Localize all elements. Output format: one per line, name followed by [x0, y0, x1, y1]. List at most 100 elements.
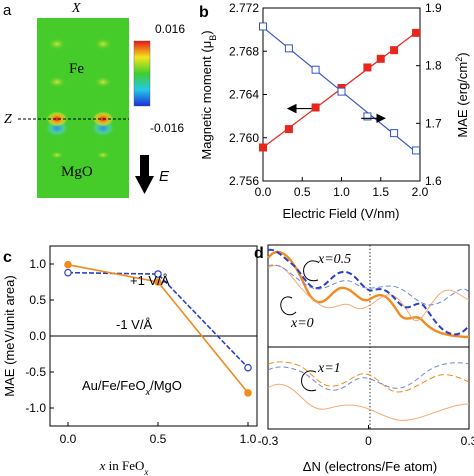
panel-d-label: d: [254, 245, 264, 262]
b-point: [412, 146, 421, 155]
annotation-hook: [301, 370, 317, 392]
annotation-x-0-5: x=0.5: [317, 252, 351, 267]
b-x-tick-label: 0.5: [294, 185, 311, 199]
fe-blob: [94, 38, 112, 50]
c-y-tick-label: 1.0: [29, 257, 46, 271]
curve-x05-thin-orange: [267, 264, 470, 322]
b-y-tick-label: 2.764: [229, 88, 259, 102]
b-x-tick-label: 2.0: [412, 185, 429, 199]
b-x-tick-label: 0.0: [255, 185, 272, 199]
colorbar-max: 0.016: [155, 22, 185, 36]
d-x-axis: -0.3 0 0.3: [258, 425, 474, 448]
curve-x05-thick-blue: [267, 248, 470, 336]
c-point: [244, 389, 252, 397]
panel-d: d x=0.5 x=0 x=1 -0.3 0 0.3 ΔN (electrons/F…: [254, 244, 474, 474]
c-y-tick-label: 0.0: [29, 329, 46, 343]
c-x-tick-label: 1.0: [240, 432, 257, 446]
curve-x1-blue-dashed: [267, 362, 470, 391]
annotation-hook: [280, 296, 297, 316]
c-y-tick-label: -0.5: [25, 365, 46, 379]
fe-blob: [96, 151, 110, 159]
b-point: [311, 103, 320, 112]
b-y2-axis: 1.6 1.7 1.8 1.9: [416, 1, 442, 188]
c-y-tick-label: -1.0: [25, 401, 46, 415]
fe-blob: [48, 76, 66, 88]
b-point: [284, 44, 293, 53]
annotation-x-1: x=1: [317, 361, 341, 376]
b-y-tick-label: 2.756: [229, 174, 259, 188]
panel-b: b 2.756 2.760 2.764 2.768 2.772 1.6 1.7 1.8 1.9…: [199, 1, 470, 221]
panel-b-label: b: [199, 4, 209, 21]
b-point: [363, 63, 372, 72]
b-x-axis: 0.0 0.5 1.0 1.5 2.0: [255, 177, 429, 199]
fe-blob: [48, 38, 66, 50]
z-direction-label: Z: [4, 112, 12, 127]
b-point: [390, 46, 399, 55]
b-y2-tick-label: 1.8: [425, 59, 442, 73]
colorbar-min: -0.016: [150, 121, 184, 135]
b-x-axis-title: Electric Field (V/nm): [282, 206, 399, 221]
c-x-axis: 0.0 0.5 1.0: [60, 422, 257, 446]
c-y-tick-label: 0.5: [29, 293, 46, 307]
b-y-tick-label: 2.772: [229, 1, 259, 15]
fe-blob: [50, 151, 64, 159]
b-point: [363, 112, 372, 121]
annotation-hook: [303, 260, 319, 282]
d-x-tick-label: 0.3: [461, 434, 474, 448]
c-point: [64, 268, 72, 277]
electric-field-arrow: [135, 155, 154, 194]
b-y2-axis-title: MAE (erg/cm2): [454, 52, 470, 137]
x-direction-label: X: [71, 1, 81, 16]
curve-x05-thin-blue: [267, 264, 470, 306]
b-arrows: [286, 103, 386, 124]
c-point: [244, 363, 252, 372]
panel-a-label: a: [3, 2, 12, 19]
annotation-x-0: x=0: [290, 316, 314, 331]
b-y-tick-label: 2.760: [229, 131, 259, 145]
electric-field-arrow-shaft: [140, 155, 149, 177]
c-y-axis-title: MAE (meV/unit area): [2, 275, 17, 396]
c-series-line-0: [67, 271, 249, 369]
panel-c-label: c: [3, 249, 12, 266]
b-point: [284, 125, 293, 134]
b-y-tick-label: 2.768: [229, 44, 259, 58]
b-y2-tick-label: 1.9: [425, 1, 442, 15]
c-structure-annotation: Au/Fe/FeOx/MgO: [82, 378, 182, 397]
b-x-tick-label: 1.5: [372, 185, 389, 199]
d-x-tick-label: -0.3: [258, 434, 279, 448]
c-legend: +1 V/Å -1 V/Å: [116, 273, 170, 332]
c-x-tick-label: 0.5: [150, 432, 167, 446]
b-y2-tick-label: 1.7: [425, 116, 442, 130]
curve-x1-orange-dashed: [267, 361, 470, 393]
curve-x1-thin-orange: [267, 383, 470, 421]
electric-field-label: E: [159, 168, 170, 185]
b-series: [259, 22, 421, 155]
fe-layer-label: Fe: [69, 61, 84, 77]
b-point: [259, 143, 267, 152]
panel-a: a X Z Fe MgO 0.016 -0.016 E: [3, 1, 185, 198]
c-point: [154, 278, 162, 286]
fe-density-blobs: [45, 38, 115, 159]
c-point: [64, 260, 72, 269]
electric-field-arrow-head: [135, 176, 154, 194]
fe-blob: [94, 76, 112, 88]
c-y-axis: 1.0 0.5 0.0 -0.5 -1.0: [25, 257, 257, 415]
b-y-axis-title: Magnetic moment (μB): [199, 30, 218, 159]
b-point: [390, 129, 399, 138]
hot-blob: [46, 111, 68, 127]
b-point: [412, 28, 421, 37]
c-series-label-minus: -1 V/Å: [116, 317, 152, 332]
c-series: [64, 260, 252, 397]
b-point: [259, 22, 267, 31]
d-x-axis-title: ΔN (electrons/Fe atom): [303, 459, 437, 474]
b-y2-tick-label: 1.6: [425, 174, 442, 188]
b-x-tick-label: 1.0: [333, 185, 350, 199]
c-point: [154, 270, 162, 278]
b-point: [337, 87, 346, 96]
b-y-axis: 2.756 2.760 2.764 2.768 2.772: [229, 1, 267, 188]
c-series-label-plus: +1 V/Å: [130, 273, 170, 288]
c-x-tick-label: 0.0: [60, 432, 77, 446]
mgo-layer-label: MgO: [61, 164, 93, 180]
panel-c: c 1.0 0.5 0.0 -0.5 -1.0 0.0 0.5 1.0 +1 V/Å -1 V…: [2, 245, 258, 476]
